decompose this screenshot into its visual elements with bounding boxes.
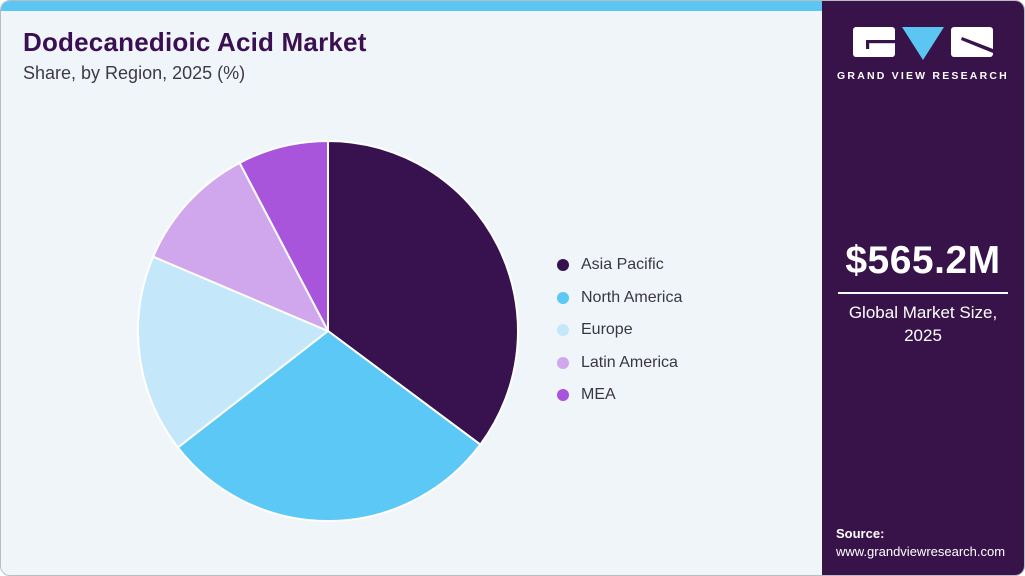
market-size-divider	[838, 292, 1008, 294]
sidebar: GRAND VIEW RESEARCH $565.2M Global Marke…	[822, 1, 1024, 575]
legend-label: Asia Pacific	[581, 256, 664, 274]
pie-slice-europe	[137, 255, 329, 449]
legend-label: MEA	[581, 386, 616, 404]
legend-swatch-icon	[557, 356, 569, 369]
pie-chart	[137, 140, 519, 522]
pie-chart-container	[136, 139, 520, 523]
pie-slice-latin-america	[152, 161, 329, 332]
brand-logo: GRAND VIEW RESEARCH	[822, 27, 1024, 82]
page-subtitle: Share, by Region, 2025 (%)	[23, 63, 246, 83]
legend-swatch-icon	[557, 389, 569, 402]
pie-slice-mea	[238, 140, 329, 332]
logo-icons	[822, 27, 1024, 61]
legend-swatch-icon	[557, 259, 569, 272]
pie-slice-asia-pacific	[327, 140, 519, 446]
legend-item-mea: MEA	[557, 379, 682, 412]
page-title: Dodecanedioic Acid Market	[23, 27, 367, 57]
legend-label: North America	[581, 288, 683, 306]
legend-label: Latin America	[581, 353, 678, 371]
pie-slice-north-america	[176, 330, 482, 522]
header: Dodecanedioic Acid Market Share, by Regi…	[23, 27, 367, 84]
market-size-label: Global Market Size, 2025	[848, 303, 998, 345]
accent-top-bar	[1, 1, 822, 11]
logo-v-icon	[902, 27, 944, 60]
logo-g-icon	[853, 27, 895, 57]
legend-item-asia-pacific: Asia Pacific	[557, 249, 682, 282]
brand-name: GRAND VIEW RESEARCH	[837, 70, 1009, 82]
chart-legend: Asia Pacific North America Europe Latin Ame…	[557, 249, 682, 412]
source-block: Source: www.grandviewresearch.com	[836, 526, 1005, 559]
legend-item-north-america: North America	[557, 282, 682, 315]
legend-item-europe: Europe	[557, 314, 682, 347]
legend-label: Europe	[581, 321, 633, 339]
logo-r-icon	[951, 27, 993, 57]
market-size-value: $565.2M	[845, 239, 1001, 282]
legend-item-latin-america: Latin America	[557, 347, 682, 380]
market-size-block: $565.2M Global Market Size, 2025	[822, 239, 1024, 348]
source-url: www.grandviewresearch.com	[836, 544, 1006, 559]
legend-swatch-icon	[557, 324, 569, 337]
legend-swatch-icon	[557, 291, 569, 304]
chart-panel: Dodecanedioic Acid Market Share, by Regi…	[1, 1, 822, 575]
source-label: Source:	[836, 526, 885, 541]
